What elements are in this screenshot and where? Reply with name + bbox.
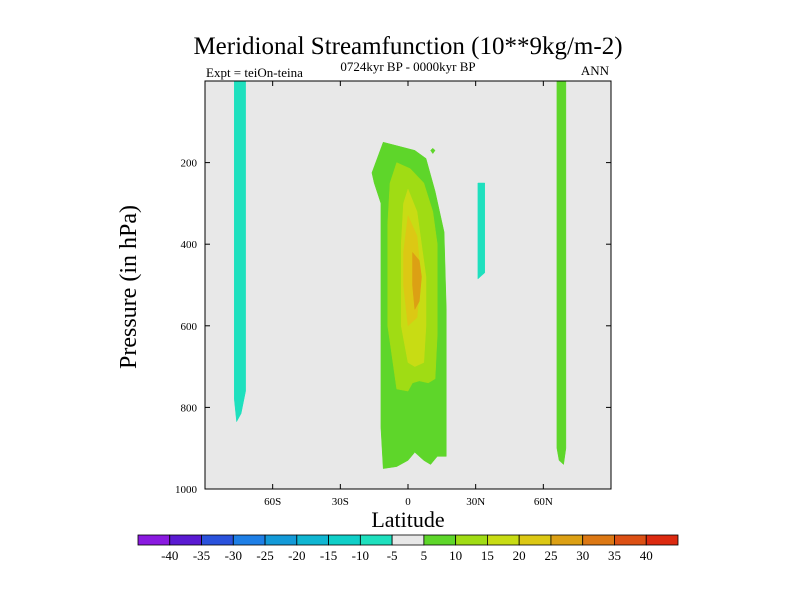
contour-region-tropical-cell-max — [412, 251, 422, 311]
colorbar-level-label: 30 — [576, 548, 589, 563]
plot-area: 60S 30S 0 30N 60N 200 400 600 800 1000 — [175, 80, 612, 508]
contour-region-northern-negative-cell — [477, 182, 485, 280]
x-tick-label: 60N — [534, 496, 553, 508]
colorbar-swatch — [423, 534, 457, 546]
colorbar-swatch — [296, 534, 329, 546]
colorbar-level-label: 25 — [544, 548, 557, 563]
x-tick-label: 30S — [332, 496, 349, 508]
chart-subtitle: 0724kyr BP - 0000kyr BP — [340, 59, 475, 74]
colorbar-level-label: 40 — [640, 548, 653, 563]
colorbar-labels: -40 -35 -30 -25 -20 -15 -10 -5 5 10 15 20 25 30 35 40 — [161, 548, 653, 563]
colorbar-level-label: -40 — [161, 548, 178, 563]
x-axis-ticks: 60S 30S 0 30N 60N — [264, 81, 553, 508]
colorbar-swatch — [232, 534, 266, 546]
contour-region-arctic-positive-cell — [556, 80, 567, 466]
colorbar-swatch — [264, 534, 298, 546]
colorbar-level-label: -25 — [256, 548, 273, 563]
colorbar-swatch — [391, 534, 425, 546]
colorbar-level-label: -35 — [193, 548, 210, 563]
colorbar-swatch — [582, 534, 615, 546]
colorbar-level-label: 15 — [481, 548, 494, 563]
y-axis-ticks: 200 400 600 800 1000 — [175, 158, 611, 496]
colorbar-swatch — [359, 534, 393, 546]
colorbar-swatch — [518, 534, 552, 546]
colorbar-swatch — [645, 534, 679, 546]
colorbar-swatch — [169, 534, 202, 546]
contour-region-tropical-cell-speck — [430, 147, 436, 155]
colorbar-swatch — [614, 534, 647, 546]
contour-regions — [234, 80, 567, 469]
colorbar-swatch — [487, 534, 520, 546]
colorbar-swatch — [137, 534, 171, 546]
y-tick-label: 200 — [181, 158, 198, 170]
y-axis-label: Pressure (in hPa) — [116, 205, 142, 369]
contour-region-antarctic-negative-cell — [234, 80, 246, 423]
colorbar-swatch — [455, 534, 488, 546]
x-tick-label: 30N — [466, 496, 485, 508]
colorbar-level-label: -20 — [288, 548, 305, 563]
colorbar-level-label: -5 — [387, 548, 398, 563]
chart-title: Meridional Streamfunction (10**9kg/m-2) — [193, 33, 622, 60]
y-tick-label: 800 — [181, 402, 198, 414]
x-tick-label: 0 — [405, 496, 411, 508]
x-axis-label: Latitude — [371, 507, 444, 532]
colorbar-swatch — [328, 534, 361, 546]
y-tick-label: 600 — [181, 321, 198, 333]
colorbar-level-label: -10 — [352, 548, 369, 563]
colorbar-swatch — [201, 534, 234, 546]
season-label: ANN — [581, 63, 610, 78]
colorbar-level-label: -30 — [225, 548, 242, 563]
x-tick-label: 60S — [264, 496, 281, 508]
colorbar-swatch — [550, 534, 584, 546]
y-tick-label: 1000 — [175, 484, 198, 496]
colorbar-level-label: 10 — [449, 548, 462, 563]
colorbar — [137, 534, 679, 546]
y-tick-label: 400 — [181, 239, 198, 251]
colorbar-level-label: 5 — [421, 548, 428, 563]
experiment-label: Expt = teiOn-teina — [206, 65, 303, 80]
colorbar-level-label: -15 — [320, 548, 337, 563]
colorbar-level-label: 35 — [608, 548, 621, 563]
colorbar-level-label: 20 — [513, 548, 526, 563]
